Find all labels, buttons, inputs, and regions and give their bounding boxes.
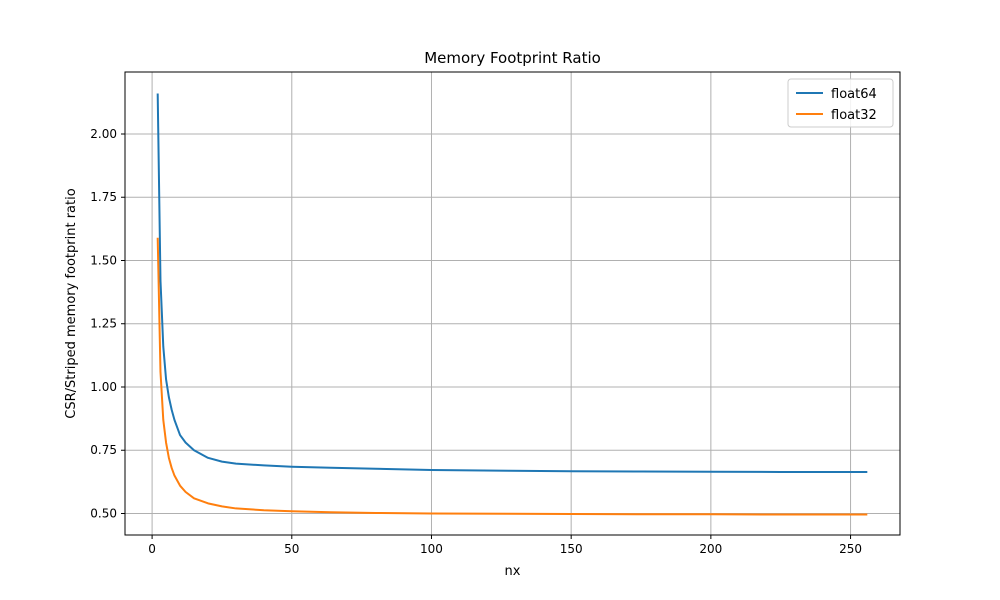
- y-tick-label: 1.50: [90, 253, 117, 267]
- x-axis-label: nx: [505, 564, 521, 579]
- y-axis-label: CSR/Striped memory footprint ratio: [64, 188, 79, 418]
- x-tick-label: 200: [699, 542, 722, 556]
- y-tick-label: 1.75: [90, 190, 117, 204]
- y-tick-label: 1.00: [90, 380, 117, 394]
- series-lines: [156, 93, 868, 516]
- series-line-float32: [156, 237, 868, 516]
- legend-label: float64: [831, 87, 877, 102]
- ticks: 0 50 100 150 200 250 0.50 0.75 1.00 1.25 1.50 1.75 2…: [90, 127, 862, 556]
- x-tick-label: 150: [560, 542, 583, 556]
- plot-frame: [124, 71, 901, 536]
- legend-label: float32: [831, 108, 877, 123]
- y-tick-label: 1.25: [90, 317, 117, 331]
- series-line-float64: [156, 93, 868, 473]
- legend: float64 float32: [787, 78, 894, 128]
- y-tick-label: 0.50: [90, 506, 117, 520]
- x-tick-label: 250: [839, 542, 862, 556]
- chart-title: Memory Footprint Ratio: [424, 49, 601, 67]
- x-tick-label: 100: [420, 542, 443, 556]
- x-tick-label: 0: [148, 542, 156, 556]
- y-tick-label: 2.00: [90, 127, 117, 141]
- x-tick-label: 50: [284, 542, 299, 556]
- y-tick-label: 0.75: [90, 443, 117, 457]
